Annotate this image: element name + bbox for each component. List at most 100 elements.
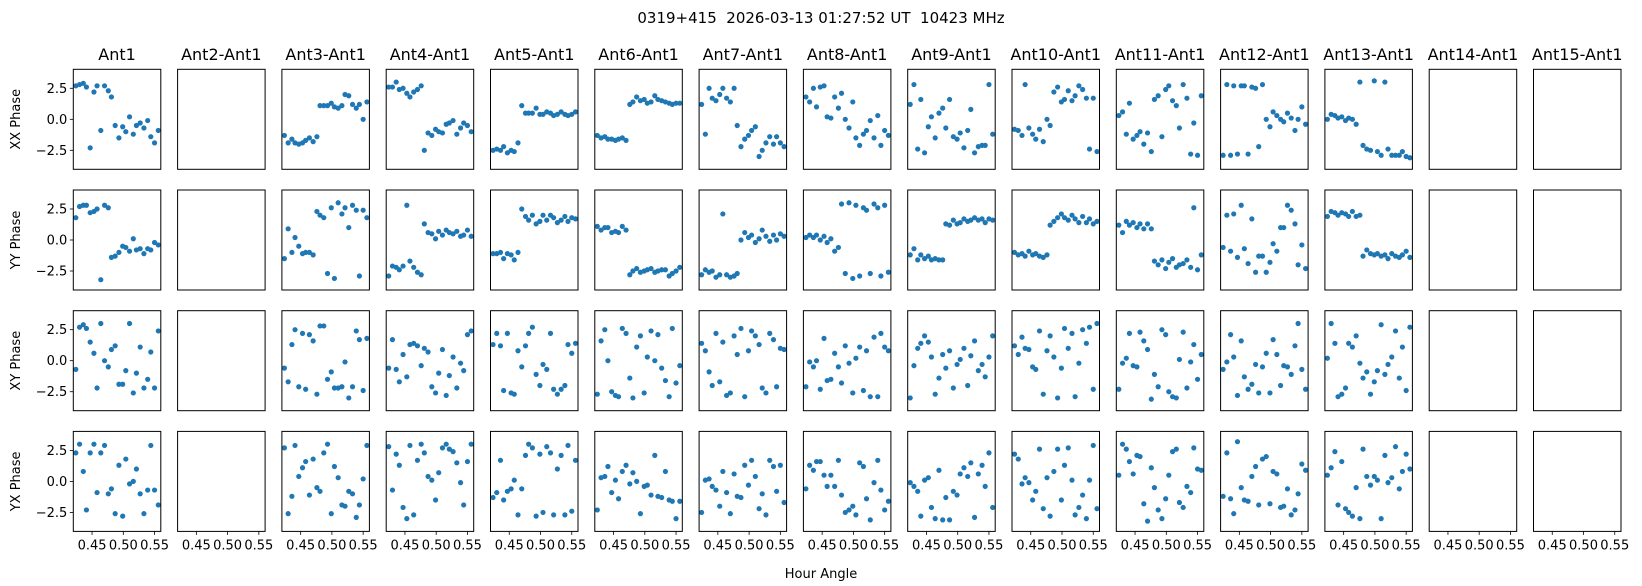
data-point [1292, 343, 1298, 349]
data-point [878, 273, 884, 279]
data-point [1047, 333, 1053, 339]
data-point [1176, 356, 1183, 363]
data-point [386, 444, 392, 450]
data-point [677, 363, 683, 369]
data-point [1220, 366, 1226, 372]
data-point [1324, 116, 1330, 122]
data-point [1263, 269, 1269, 275]
data-point [501, 497, 507, 503]
panel-yy-ant9-ant1 [907, 189, 996, 291]
data-point [1270, 109, 1276, 115]
data-point [1040, 506, 1046, 512]
x-tick-label: 0.50 [1256, 538, 1285, 553]
data-point [907, 395, 913, 401]
column-title: Ant5-Ant1 [494, 45, 575, 64]
data-point [1159, 327, 1165, 333]
data-point [432, 236, 439, 242]
data-point [306, 492, 312, 498]
data-point [339, 384, 345, 390]
data-point [1166, 83, 1172, 89]
data-point [1299, 461, 1305, 467]
data-point [454, 385, 460, 391]
data-point [314, 208, 320, 215]
data-point [612, 477, 619, 483]
data-point [990, 504, 996, 511]
data-point [1245, 386, 1251, 392]
axes-frame [698, 68, 788, 170]
data-point [91, 89, 97, 95]
data-point [1123, 355, 1129, 361]
data-point [982, 220, 988, 226]
data-point [1353, 333, 1359, 339]
data-point [1058, 497, 1064, 503]
axes-frame [1324, 189, 1413, 291]
data-point [454, 131, 460, 137]
data-point [709, 382, 715, 389]
data-point [393, 451, 399, 457]
data-point [123, 456, 129, 462]
data-point [411, 264, 417, 270]
data-point [1231, 511, 1237, 517]
data-point [968, 353, 974, 359]
data-point [1224, 81, 1230, 88]
data-point [842, 509, 848, 516]
data-point [1169, 449, 1176, 455]
data-point [940, 517, 946, 523]
data-point [306, 135, 312, 141]
data-point [677, 498, 683, 504]
data-point [925, 339, 931, 345]
data-point [133, 370, 140, 376]
data-point [1284, 202, 1291, 208]
data-point [339, 211, 345, 217]
data-point [1360, 253, 1366, 259]
axes-frame [1324, 430, 1413, 532]
data-point [1378, 516, 1384, 522]
data-point [731, 471, 737, 477]
data-point [1033, 251, 1039, 257]
data-point [727, 390, 733, 396]
data-point [1061, 96, 1068, 103]
data-point [1238, 485, 1244, 491]
axes-frame [1220, 430, 1309, 532]
x-tick-label: 0.55 [766, 538, 795, 553]
data-point [429, 132, 435, 139]
data-point [443, 392, 449, 399]
data-point [1072, 93, 1078, 99]
data-point [155, 242, 161, 248]
data-point [490, 494, 496, 501]
data-point [850, 390, 856, 396]
data-point [1163, 332, 1169, 338]
data-point [1253, 361, 1259, 368]
data-point [1130, 136, 1136, 142]
data-point [807, 462, 813, 468]
data-point [572, 109, 579, 115]
data-point [314, 485, 320, 491]
data-point [1126, 100, 1133, 106]
data-point [907, 252, 913, 258]
data-point [1015, 127, 1021, 134]
data-point [328, 511, 334, 517]
data-point [957, 356, 963, 363]
axes-frame [1533, 430, 1622, 532]
data-point [673, 100, 679, 106]
panel-yx-ant6-ant1: 0.45 0.50 0.55 [594, 430, 691, 553]
data-point [436, 470, 442, 476]
data-point [1086, 324, 1093, 330]
panel-yy-ant1: 2.5 0.0 −2.5 YY Phase [9, 189, 162, 291]
data-point [946, 348, 953, 354]
data-point [857, 344, 863, 350]
column-title: Ant14-Ant1 [1428, 45, 1519, 64]
data-point [724, 272, 730, 278]
data-point [990, 217, 996, 223]
data-point [1249, 473, 1255, 480]
data-point [1090, 221, 1096, 227]
data-point [529, 324, 535, 330]
data-point [414, 343, 421, 349]
axes-frame [490, 430, 579, 532]
axes-frame [281, 430, 370, 532]
data-point [713, 487, 719, 493]
data-point [619, 223, 625, 229]
panel-xy-ant4-ant1 [385, 310, 475, 412]
data-point [1371, 379, 1377, 385]
data-point [137, 344, 143, 350]
